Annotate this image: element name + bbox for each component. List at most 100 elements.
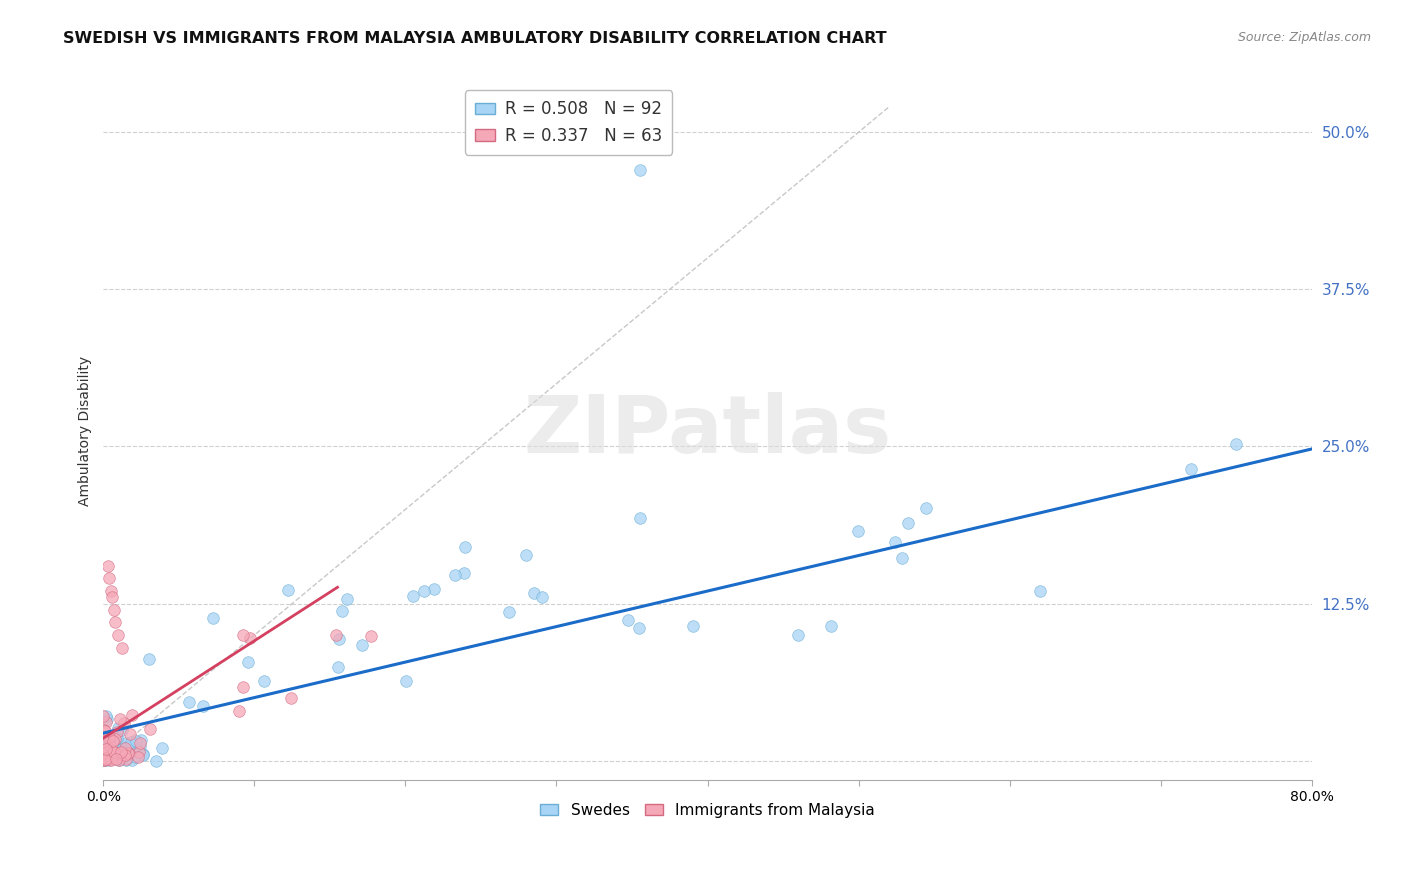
Point [107,734,129,748]
Point [1225,437,1247,451]
Point [114,747,136,762]
Point [897,516,920,530]
Point [120,735,142,749]
Point [98,742,121,756]
Point [127,750,149,764]
Point [93,723,115,737]
Point [118,746,141,760]
Point [103,603,125,617]
Point [111,740,134,755]
Point [145,754,167,768]
Point [103,750,125,764]
Point [787,627,810,641]
Point [104,615,127,630]
Point [104,731,127,746]
Point [105,731,128,745]
Point [96,712,118,726]
Point [94,746,117,760]
Point [104,741,127,756]
Point [121,708,143,723]
Point [150,741,173,756]
Point [107,721,129,735]
Point [110,712,132,726]
Point [114,741,136,756]
Point [124,750,146,764]
Point [128,739,150,753]
Point [96,747,118,761]
Text: Source: ZipAtlas.com: Source: ZipAtlas.com [1237,31,1371,45]
Point [884,534,907,549]
Point [103,745,125,759]
Point [413,584,436,599]
Point [111,750,134,764]
Point [93,753,115,767]
Point [101,742,124,756]
Point [360,629,382,643]
Point [402,590,425,604]
Point [98,753,121,767]
Point [915,500,938,515]
Point [112,745,135,759]
Point [128,745,150,759]
Point [98,732,121,747]
Point [93,753,115,767]
Point [453,566,475,580]
Point [177,695,200,709]
Point [326,660,349,674]
Point [108,750,131,764]
Point [628,162,651,177]
Point [228,704,250,718]
Point [236,655,259,669]
Point [96,747,118,761]
Point [103,734,125,748]
Point [104,750,127,764]
Point [97,752,120,766]
Point [100,584,122,599]
Point [132,748,155,763]
Point [423,582,446,596]
Point [112,715,135,730]
Point [191,699,214,714]
Point [98,572,121,586]
Point [352,638,374,652]
Point [277,582,299,597]
Point [94,724,117,739]
Point [138,652,160,666]
Point [93,708,115,723]
Legend: Swedes, Immigrants from Malaysia: Swedes, Immigrants from Malaysia [534,797,882,824]
Point [93,753,115,767]
Point [239,631,262,645]
Point [93,740,115,755]
Point [328,632,350,646]
Point [96,746,118,760]
Point [627,621,650,635]
Point [97,750,120,764]
Point [848,524,870,538]
Point [105,752,128,766]
Point [101,747,124,761]
Point [330,605,353,619]
Point [890,551,912,566]
Point [93,738,115,752]
Point [103,749,125,764]
Point [138,723,160,737]
Point [94,709,117,723]
Point [117,746,139,760]
Point [132,747,155,761]
Point [232,628,254,642]
Point [110,745,132,759]
Point [325,628,347,642]
Point [336,592,359,607]
Point [253,674,276,689]
Point [682,619,704,633]
Point [128,736,150,750]
Point [111,723,134,737]
Point [101,750,124,764]
Point [94,742,117,756]
Point [107,753,129,767]
Point [94,745,117,759]
Point [107,753,129,767]
Point [93,733,115,747]
Point [131,733,153,747]
Point [105,752,128,766]
